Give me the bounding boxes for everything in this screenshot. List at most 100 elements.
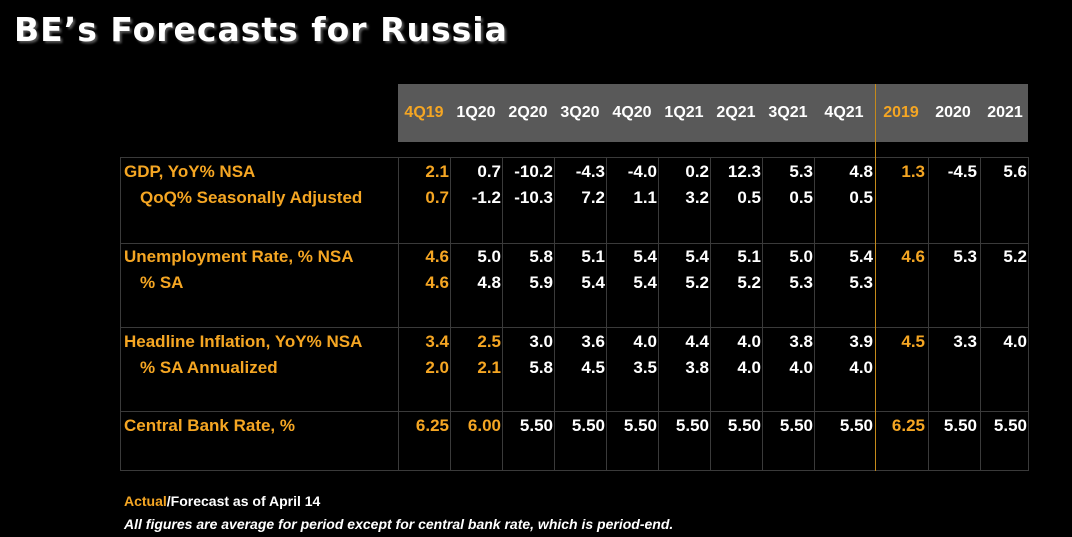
- grid-line: [120, 157, 121, 471]
- table-cell: 5.2: [737, 273, 761, 292]
- table-cell: 4.8: [477, 273, 501, 292]
- table-cell: 4.6: [425, 247, 449, 266]
- grid-line: [502, 157, 503, 471]
- table-cell: 5.8: [529, 247, 553, 266]
- table-cell: 4.5: [581, 358, 605, 377]
- table-cell: 2.1: [425, 162, 449, 181]
- grid-line: [450, 157, 451, 471]
- table-cell: 12.3: [727, 162, 761, 181]
- column-header: 2021: [987, 104, 1023, 121]
- table-cell: 0.5: [737, 188, 761, 207]
- table-cell: 4.5: [901, 332, 925, 351]
- table-cell: 6.25: [891, 416, 925, 435]
- forecast-label: /Forecast as of April 14: [166, 493, 321, 509]
- table-cell: 5.50: [519, 416, 553, 435]
- table-cell: 1.3: [901, 162, 925, 181]
- table-cell: 4.0: [737, 332, 761, 351]
- annual-separator: [875, 84, 876, 471]
- column-header: 4Q19: [404, 104, 444, 121]
- column-header: 2Q20: [508, 104, 548, 121]
- table-cell: 5.0: [789, 247, 813, 266]
- row-label: Unemployment Rate, % NSA: [124, 247, 354, 266]
- table-cell: 2.0: [425, 358, 449, 377]
- table-cell: 4.0: [1003, 332, 1027, 351]
- table-cell: 5.9: [529, 273, 553, 292]
- table-cell: 4.0: [737, 358, 761, 377]
- table-cell: 0.5: [789, 188, 813, 207]
- table-cell: 5.50: [943, 416, 977, 435]
- grid-line: [120, 157, 1028, 158]
- grid-line: [398, 157, 399, 471]
- table-cell: 5.4: [633, 247, 657, 266]
- table-cell: 5.50: [727, 416, 761, 435]
- table-cell: 4.6: [425, 273, 449, 292]
- table-cell: -10.2: [514, 162, 553, 181]
- table-cell: 5.3: [789, 162, 813, 181]
- table-cell: 3.9: [849, 332, 873, 351]
- table-cell: 5.4: [581, 273, 605, 292]
- table-cell: 2.5: [477, 332, 501, 351]
- table-cell: 4.0: [849, 358, 873, 377]
- row-label: % SA Annualized: [140, 358, 278, 377]
- table-cell: 5.1: [737, 247, 761, 266]
- row-label: Headline Inflation, YoY% NSA: [124, 332, 363, 351]
- table-cell: 0.7: [425, 188, 449, 207]
- row-label: QoQ% Seasonally Adjusted: [140, 188, 363, 207]
- table-cell: -1.2: [471, 188, 501, 207]
- grid-line: [120, 470, 1028, 471]
- table-cell: 5.1: [581, 247, 605, 266]
- grid-line: [928, 157, 929, 471]
- table-cell: 2.1: [477, 358, 501, 377]
- table-cell: 5.4: [633, 273, 657, 292]
- table-cell: 5.50: [675, 416, 709, 435]
- table-cell: 3.3: [953, 332, 977, 351]
- table-cell: 5.3: [789, 273, 813, 292]
- table-cell: 5.8: [529, 358, 553, 377]
- table-cell: 5.4: [685, 247, 709, 266]
- footnote-methodology: All figures are average for period excep…: [124, 516, 674, 532]
- table-cell: 5.50: [571, 416, 605, 435]
- table-cell: 4.6: [901, 247, 925, 266]
- table-cell: 5.50: [779, 416, 813, 435]
- table-cell: 4.0: [633, 332, 657, 351]
- table-cell: 5.3: [953, 247, 977, 266]
- table-cell: 3.8: [789, 332, 813, 351]
- table-cell: -4.5: [947, 162, 977, 181]
- row-label: % SA: [140, 273, 184, 292]
- grid-line: [1028, 157, 1029, 471]
- table-cell: 7.2: [581, 188, 605, 207]
- column-header: 3Q20: [560, 104, 600, 121]
- column-header: 2Q21: [716, 104, 756, 121]
- grid-line: [658, 157, 659, 471]
- table-cell: -4.0: [627, 162, 657, 181]
- column-header: 4Q21: [824, 104, 864, 121]
- column-header: 2020: [935, 104, 971, 121]
- table-cell: 5.50: [623, 416, 657, 435]
- table-cell: 3.4: [425, 332, 449, 351]
- column-header: 3Q21: [768, 104, 808, 121]
- grid-line: [710, 157, 711, 471]
- page-title: BE’s Forecasts for Russia: [14, 10, 508, 49]
- table-cell: 0.2: [685, 162, 709, 181]
- table-cell: 6.25: [415, 416, 449, 435]
- table-cell: 0.5: [849, 188, 873, 207]
- table-cell: 3.6: [581, 332, 605, 351]
- grid-line: [814, 157, 815, 471]
- table-cell: 5.4: [849, 247, 873, 266]
- actual-label: Actual: [124, 493, 167, 509]
- table-cell: 3.0: [529, 332, 553, 351]
- table-cell: 3.2: [685, 188, 709, 207]
- row-label: Central Bank Rate, %: [124, 416, 295, 435]
- table-cell: 5.2: [1003, 247, 1027, 266]
- table-cell: 5.3: [849, 273, 873, 292]
- table-cell: 4.4: [685, 332, 709, 351]
- table-cell: 3.8: [685, 358, 709, 377]
- table-cell: -4.3: [575, 162, 605, 181]
- table-cell: 4.8: [849, 162, 873, 181]
- grid-line: [606, 157, 607, 471]
- table-cell: 5.50: [993, 416, 1027, 435]
- column-header: 1Q20: [456, 104, 496, 121]
- table-cell: -10.3: [514, 188, 553, 207]
- grid-line: [554, 157, 555, 471]
- grid-line: [980, 157, 981, 471]
